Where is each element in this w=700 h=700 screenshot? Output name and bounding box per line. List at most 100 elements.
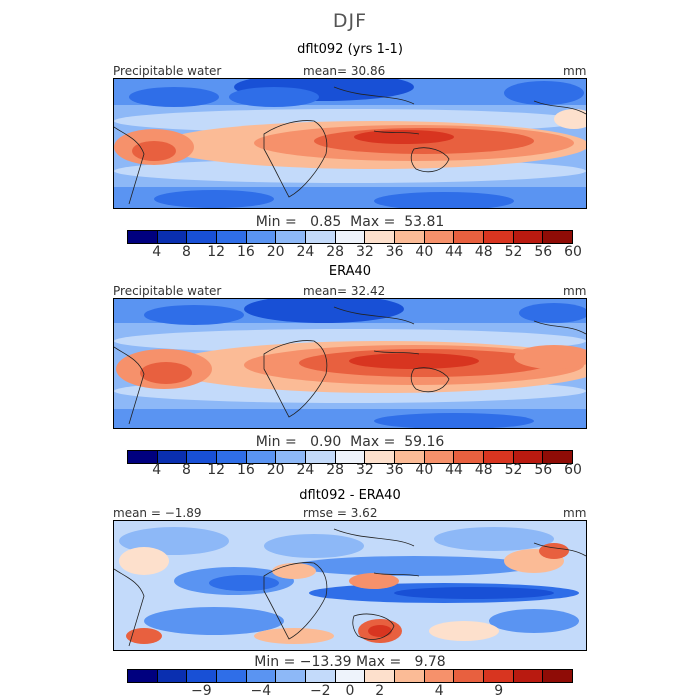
panel-2-max-label: Max = bbox=[350, 434, 396, 450]
colorbar-tick-label: 8 bbox=[181, 244, 191, 260]
colorbar-tick-label: 4 bbox=[152, 244, 162, 260]
colorbar-tick-label: 12 bbox=[207, 244, 226, 260]
colorbar-segment bbox=[246, 231, 277, 243]
colorbar-tick-label: 9 bbox=[494, 683, 504, 699]
panel-1-min-value: 0.85 bbox=[310, 214, 342, 230]
colorbar-tick-label: 28 bbox=[326, 462, 345, 478]
colorbar-tick-label: 60 bbox=[564, 244, 582, 260]
colorbar-tick-label: 20 bbox=[266, 244, 285, 260]
colorbar-segment bbox=[454, 451, 485, 463]
colorbar-tick-label: 36 bbox=[385, 244, 404, 260]
colorbar-segment bbox=[543, 231, 573, 243]
colorbar-segment bbox=[157, 231, 188, 243]
colorbar-segment bbox=[276, 670, 307, 682]
panel-3-colorbar bbox=[127, 669, 573, 683]
panel-3-rmse-label: rmse = 3.62 bbox=[303, 506, 378, 520]
panel-2-min-value: 0.90 bbox=[310, 434, 342, 450]
colorbar-segment bbox=[513, 670, 544, 682]
panel-3-units-label: mm bbox=[563, 506, 587, 520]
colorbar-tick-label: −9 bbox=[191, 683, 212, 699]
colorbar-segment bbox=[128, 231, 158, 243]
colorbar-segment bbox=[484, 231, 514, 243]
panel-1-units-label: mm bbox=[563, 64, 587, 78]
panel-3-title: dflt092 - ERA40 bbox=[299, 488, 401, 503]
colorbar-tick-label: 20 bbox=[266, 462, 285, 478]
colorbar-tick-label: 40 bbox=[415, 462, 434, 478]
colorbar-tick-label: 44 bbox=[445, 462, 463, 478]
colorbar-segment bbox=[454, 670, 485, 682]
colorbar-segment bbox=[335, 670, 366, 682]
colorbar-segment bbox=[424, 670, 455, 682]
colorbar-segment bbox=[306, 670, 336, 682]
colorbar-tick-label: 8 bbox=[181, 462, 191, 478]
colorbar-tick-label: 4 bbox=[152, 462, 162, 478]
colorbar-segment bbox=[424, 451, 455, 463]
panel-2-title: ERA40 bbox=[328, 264, 372, 279]
colorbar-tick-label: 60 bbox=[564, 462, 582, 478]
colorbar-tick-label: 16 bbox=[237, 462, 255, 478]
colorbar-tick-label: 48 bbox=[474, 462, 493, 478]
colorbar-tick-label: 2 bbox=[375, 683, 385, 699]
colorbar-segment bbox=[395, 451, 425, 463]
season-title: DJF bbox=[332, 10, 368, 32]
panel-3-min-label: Min = bbox=[254, 654, 296, 670]
panel-1-max-value: 53.81 bbox=[404, 214, 445, 230]
colorbar-segment bbox=[306, 231, 336, 243]
colorbar-tick-label: 52 bbox=[504, 462, 523, 478]
panel-1-max-label: Max = bbox=[350, 214, 396, 230]
panel-3-min-value: −13.39 bbox=[299, 654, 352, 670]
colorbar-segment bbox=[395, 670, 425, 682]
panel-2-variable-label: Precipitable water bbox=[113, 284, 222, 298]
colorbar-segment bbox=[513, 231, 544, 243]
colorbar-segment bbox=[335, 451, 366, 463]
colorbar-tick-label: 56 bbox=[534, 462, 553, 478]
colorbar-segment bbox=[128, 670, 158, 682]
panel-1-mean-label: mean= 30.86 bbox=[303, 64, 386, 78]
panel-1-minmax: Min = 0.85 Max = 53.81 bbox=[0, 214, 700, 230]
colorbar-segment bbox=[365, 231, 396, 243]
colorbar-segment bbox=[513, 451, 544, 463]
panel-1-title: dflt092 (yrs 1-1) bbox=[297, 42, 403, 57]
colorbar-segment bbox=[157, 670, 188, 682]
colorbar-segment bbox=[395, 231, 425, 243]
panel-3-map bbox=[113, 520, 587, 651]
colorbar-tick-label: 40 bbox=[415, 244, 434, 260]
colorbar-segment bbox=[246, 451, 277, 463]
colorbar-segment bbox=[365, 670, 396, 682]
colorbar-segment bbox=[187, 670, 218, 682]
colorbar-segment bbox=[484, 451, 514, 463]
colorbar-segment bbox=[335, 231, 366, 243]
colorbar-tick-label: 4 bbox=[434, 683, 444, 699]
panel-3-minmax: Min = −13.39 Max = 9.78 bbox=[0, 654, 700, 670]
colorbar-segment bbox=[187, 231, 218, 243]
colorbar-segment bbox=[543, 670, 573, 682]
panel-1-map bbox=[113, 78, 587, 209]
colorbar-segment bbox=[246, 670, 277, 682]
colorbar-tick-label: 56 bbox=[534, 244, 553, 260]
panel-2-max-value: 59.16 bbox=[404, 434, 445, 450]
panel-3-max-label: Max = bbox=[356, 654, 402, 670]
colorbar-tick-label: 0 bbox=[345, 683, 355, 699]
colorbar-segment bbox=[276, 451, 307, 463]
panel-2-min-label: Min = bbox=[255, 434, 297, 450]
colorbar-tick-label: 16 bbox=[237, 244, 255, 260]
panel-1-colorbar bbox=[127, 230, 573, 244]
colorbar-tick-label: 32 bbox=[355, 462, 374, 478]
colorbar-segment bbox=[306, 451, 336, 463]
panel-3-max-value: 9.78 bbox=[414, 654, 446, 670]
panel-3-mean-label: mean = −1.89 bbox=[113, 506, 202, 520]
colorbar-segment bbox=[543, 451, 573, 463]
colorbar-tick-label: −4 bbox=[250, 683, 272, 699]
panel-1-min-label: Min = bbox=[255, 214, 297, 230]
colorbar-segment bbox=[217, 451, 247, 463]
colorbar-segment bbox=[365, 451, 396, 463]
colorbar-tick-label: 36 bbox=[385, 462, 404, 478]
colorbar-tick-label: 52 bbox=[504, 244, 523, 260]
colorbar-tick-label: 48 bbox=[474, 244, 493, 260]
panel-1-variable-label: Precipitable water bbox=[113, 64, 222, 78]
panel-2-mean-label: mean= 32.42 bbox=[303, 284, 386, 298]
colorbar-segment bbox=[128, 451, 158, 463]
colorbar-tick-label: 24 bbox=[296, 244, 315, 260]
colorbar-segment bbox=[454, 231, 485, 243]
panel-2-units-label: mm bbox=[563, 284, 587, 298]
